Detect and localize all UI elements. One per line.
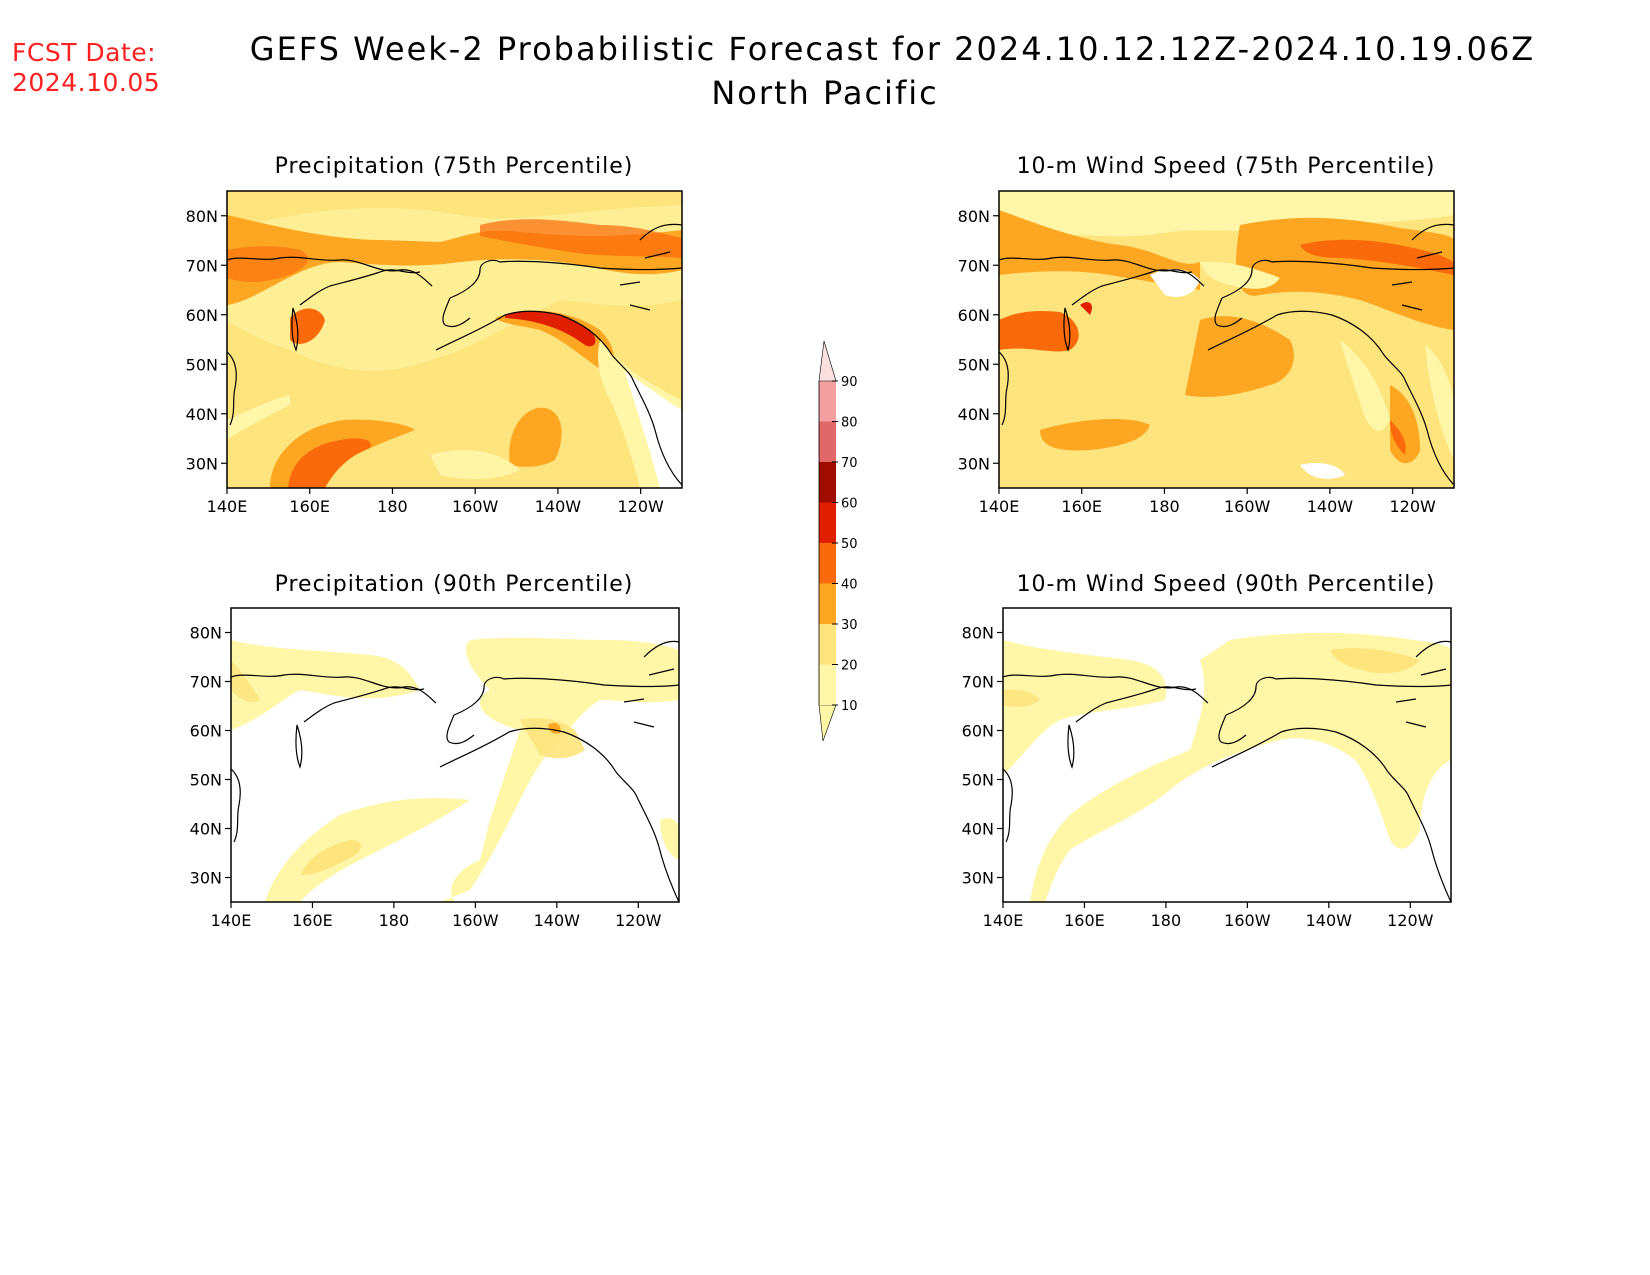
x-tick-label: 140W: [1306, 911, 1353, 930]
x-tick-label: 180: [1149, 497, 1180, 516]
colorbar-segment: [819, 543, 836, 584]
coastlines: [231, 640, 679, 902]
y-tick-label: 60N: [962, 722, 994, 741]
y-tick-label: 30N: [190, 869, 222, 888]
colorbar-low-end: [818, 704, 837, 742]
panel-title: Precipitation (75th Percentile): [275, 154, 634, 179]
x-tick-label: 120W: [615, 911, 662, 930]
panel-wind-75: 10-m Wind Speed (75th Percentile): [958, 154, 1455, 516]
colorbar-label: 70: [841, 456, 858, 471]
x-tick-label: 160W: [1224, 911, 1271, 930]
panel-precip-90: Precipitation (90th Percentile) 140E 160E…: [190, 572, 680, 930]
colorbar-label: 60: [841, 497, 858, 512]
x-tick-label: 180: [379, 911, 410, 930]
colorbar-segment: [819, 664, 836, 705]
x-tick-label: 160W: [1224, 497, 1271, 516]
title-line-2: North Pacific: [711, 74, 939, 112]
y-tick-label: 40N: [190, 820, 222, 839]
y-tick-label: 80N: [186, 207, 218, 226]
colorbar-high-end: [818, 340, 837, 382]
x-tick-label: 160W: [452, 497, 499, 516]
x-tick-label: 160E: [289, 497, 330, 516]
panel-precip-75: Precipitation (75th Percentile): [186, 154, 683, 516]
y-tick-label: 50N: [186, 355, 218, 374]
coastlines: [1003, 640, 1451, 902]
y-tick-label: 70N: [958, 256, 990, 275]
probability-field: [231, 608, 679, 902]
colorbar-label: 10: [841, 699, 858, 714]
x-tick-label: 140E: [207, 497, 248, 516]
colorbar-label: 90: [841, 375, 858, 390]
x-tick-label: 160E: [1061, 497, 1102, 516]
fcst-date: FCST Date: 2024.10.05: [12, 38, 160, 98]
x-tick-label: 160E: [292, 911, 333, 930]
y-tick-label: 80N: [190, 624, 222, 643]
colorbar-segment: [819, 624, 836, 665]
coastlines: [999, 223, 1454, 486]
x-tick-label: 160W: [452, 911, 499, 930]
x-tick-label: 140E: [211, 911, 252, 930]
colorbar: 10 20 30 40 50 60 70 80 90: [818, 340, 858, 742]
y-tick-label: 50N: [962, 771, 994, 790]
colorbar-label: 30: [841, 618, 858, 633]
panel-wind-90: 10-m Wind Speed (90th Percentile) 140E 16…: [962, 572, 1452, 930]
colorbar-segment: [819, 421, 836, 462]
panel-title: 10-m Wind Speed (90th Percentile): [1017, 572, 1436, 597]
colorbar-label: 50: [841, 537, 858, 552]
y-tick-label: 60N: [190, 722, 222, 741]
y-tick-label: 40N: [186, 405, 218, 424]
x-tick-label: 140E: [983, 911, 1024, 930]
x-tick-label: 140W: [534, 911, 581, 930]
probability-field: [1003, 608, 1451, 902]
x-tick-label: 140E: [979, 497, 1020, 516]
y-tick-label: 80N: [958, 207, 990, 226]
colorbar-segment: [819, 583, 836, 624]
x-tick-label: 180: [377, 497, 408, 516]
colorbar-segment: [819, 502, 836, 543]
y-tick-label: 80N: [962, 624, 994, 643]
y-tick-label: 30N: [186, 454, 218, 473]
y-tick-label: 50N: [190, 771, 222, 790]
colorbar-segment: [819, 462, 836, 503]
y-tick-label: 50N: [958, 355, 990, 374]
y-tick-label: 30N: [962, 869, 994, 888]
coastlines: [227, 223, 682, 486]
y-tick-label: 70N: [186, 256, 218, 275]
x-tick-label: 180: [1151, 911, 1182, 930]
colorbar-label: 20: [841, 659, 858, 674]
colorbar-segment: [819, 381, 836, 422]
y-tick-label: 60N: [958, 306, 990, 325]
x-tick-label: 120W: [617, 497, 664, 516]
probability-field: [227, 191, 682, 488]
y-tick-label: 70N: [190, 673, 222, 692]
x-tick-label: 120W: [1387, 911, 1434, 930]
y-tick-label: 60N: [186, 306, 218, 325]
x-tick-label: 160E: [1064, 911, 1105, 930]
panel-title: 10-m Wind Speed (75th Percentile): [1017, 154, 1436, 179]
fcst-date-label: FCST Date:: [12, 38, 157, 67]
y-tick-label: 30N: [958, 454, 990, 473]
y-tick-label: 70N: [962, 673, 994, 692]
y-tick-label: 40N: [958, 405, 990, 424]
fcst-date-value: 2024.10.05: [12, 68, 161, 97]
colorbar-label: 40: [841, 578, 858, 593]
x-tick-label: 120W: [1389, 497, 1436, 516]
panel-title: Precipitation (90th Percentile): [275, 572, 634, 597]
x-tick-label: 140W: [1307, 497, 1354, 516]
figure-title: GEFS Week-2 Probabilistic Forecast for 2…: [0, 30, 1650, 118]
probability-field: [999, 191, 1454, 488]
y-tick-label: 40N: [962, 820, 994, 839]
x-tick-label: 140W: [535, 497, 582, 516]
title-line-1: GEFS Week-2 Probabilistic Forecast for 2…: [249, 30, 1536, 68]
colorbar-label: 80: [841, 416, 858, 431]
